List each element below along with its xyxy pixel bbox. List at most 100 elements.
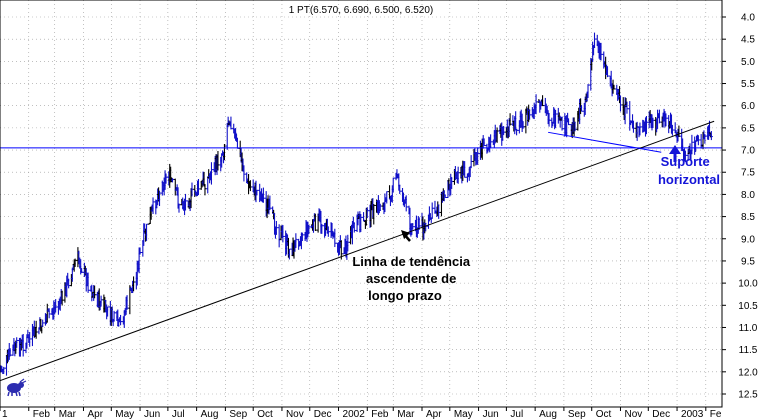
trendline-label: Linha de tendência ascendente de longo p… xyxy=(352,254,473,303)
y-tick-label: 6.0 xyxy=(741,101,755,112)
ohlc-bar xyxy=(365,207,369,219)
ohlc-bar xyxy=(99,295,103,307)
ohlc-bar xyxy=(495,127,499,143)
ohlc-bar xyxy=(222,144,226,161)
plot-frame xyxy=(0,0,723,408)
ohlc-bar xyxy=(567,118,571,126)
ohlc-bar xyxy=(15,337,19,348)
ohlc-bar xyxy=(145,223,149,241)
ohlc-bar xyxy=(391,177,395,193)
ohlc-bar xyxy=(119,314,123,326)
ohlc-bar xyxy=(34,320,38,339)
ohlc-bar xyxy=(261,187,265,203)
x-tick-label: 2003 xyxy=(681,409,704,420)
y-tick-label: 4.5 xyxy=(741,35,755,46)
ohlc-bar xyxy=(268,195,272,211)
x-tick-label: Fe xyxy=(710,409,722,420)
ohlc-bar xyxy=(326,226,330,237)
x-axis: 1 Feb Mar Apr May Jun Jul Aug Sep Oct Nov Dec 2002 Fe… xyxy=(0,407,722,420)
price-bars xyxy=(0,32,713,376)
y-tick-label: 8.0 xyxy=(741,190,755,201)
y-tick-label: 5.5 xyxy=(741,79,755,90)
x-tick-label: Sep xyxy=(568,409,586,420)
ohlc-bar xyxy=(274,220,278,235)
x-tick-label: 2002 xyxy=(343,409,366,420)
y-tick-label: 10.0 xyxy=(738,279,758,290)
ohlc-bar xyxy=(450,177,454,189)
ohlc-bar xyxy=(489,134,493,148)
ohlc-bar xyxy=(638,122,642,136)
ohlc-bar xyxy=(696,135,700,146)
x-tick-label: Jul xyxy=(510,409,523,420)
arrow-icon xyxy=(401,230,411,242)
ohlc-bar xyxy=(2,366,6,374)
y-tick-label: 9.0 xyxy=(741,234,755,245)
ohlc-bar xyxy=(67,278,71,289)
ohlc-bar xyxy=(60,290,64,306)
x-tick-label: Apr xyxy=(426,409,442,420)
ohlc-bar xyxy=(346,234,350,252)
x-tick-label: Jul xyxy=(172,409,185,420)
ohlc-bar xyxy=(203,184,207,196)
ohlc-bar xyxy=(657,109,661,124)
ohlc-bar xyxy=(690,134,694,155)
ohlc-bar xyxy=(320,223,324,234)
ohlc-bar xyxy=(125,295,129,310)
ohlc-bar xyxy=(164,173,168,184)
chart-title: 1 PT(6.570, 6.690, 6.500, 6.520) xyxy=(289,5,434,16)
ohlc-bar xyxy=(281,224,285,243)
ohlc-bar xyxy=(534,94,538,115)
x-tick-label: 1 xyxy=(2,409,8,420)
x-tick-label: Jun xyxy=(483,409,499,420)
ohlc-bar xyxy=(352,222,356,233)
x-tick-label: Feb xyxy=(371,409,389,420)
ohlc-bar xyxy=(248,180,252,192)
ohlc-bar xyxy=(54,299,58,313)
x-tick-label: Dec xyxy=(652,409,670,420)
ohlc-bar xyxy=(158,190,162,207)
ohlc-bar xyxy=(86,272,90,293)
ohlc-bar xyxy=(618,95,622,112)
ohlc-bar xyxy=(593,32,597,48)
ohlc-bar xyxy=(112,310,116,322)
ohlc-bar xyxy=(612,84,616,90)
x-tick-label: Oct xyxy=(257,409,273,420)
x-tick-label: Dec xyxy=(314,409,332,420)
ohlc-bar xyxy=(469,155,473,169)
ohlc-bar xyxy=(171,178,175,183)
x-tick-label: Aug xyxy=(201,409,219,420)
ohlc-bar xyxy=(47,308,51,319)
y-tick-label: 11.0 xyxy=(739,323,758,334)
x-tick-label: Apr xyxy=(87,409,103,420)
ohlc-bar xyxy=(443,194,447,198)
ohlc-bar xyxy=(255,189,259,196)
ohlc-bar xyxy=(41,319,45,327)
ohlc-bar xyxy=(644,116,648,135)
ohlc-bar xyxy=(456,166,460,184)
y-tick-label: 7.5 xyxy=(741,168,755,179)
bull-logo-icon xyxy=(7,378,27,397)
annotation-lines xyxy=(0,120,722,382)
ohlc-bar xyxy=(573,121,577,132)
ohlc-bar xyxy=(378,203,382,211)
y-tick-label: 8.5 xyxy=(741,212,755,223)
ohlc-bar xyxy=(631,120,635,133)
ohlc-bar xyxy=(554,109,558,128)
ohlc-bar xyxy=(677,125,681,137)
ohlc-bar xyxy=(398,184,402,194)
ohlc-bar xyxy=(651,117,655,129)
x-tick-label: May xyxy=(115,409,134,420)
x-tick-label: Aug xyxy=(539,409,557,420)
ohlc-bar xyxy=(138,247,142,255)
ohlc-bar xyxy=(385,191,389,204)
x-tick-label: May xyxy=(454,409,473,420)
ohlc-bar xyxy=(151,197,155,214)
ohlc-bar xyxy=(93,285,97,299)
ohlc-bar xyxy=(242,165,246,182)
ohlc-bar xyxy=(703,134,707,144)
ohlc-bar xyxy=(216,151,220,171)
ohlc-bar xyxy=(80,268,84,273)
ohlc-bar xyxy=(463,161,467,178)
